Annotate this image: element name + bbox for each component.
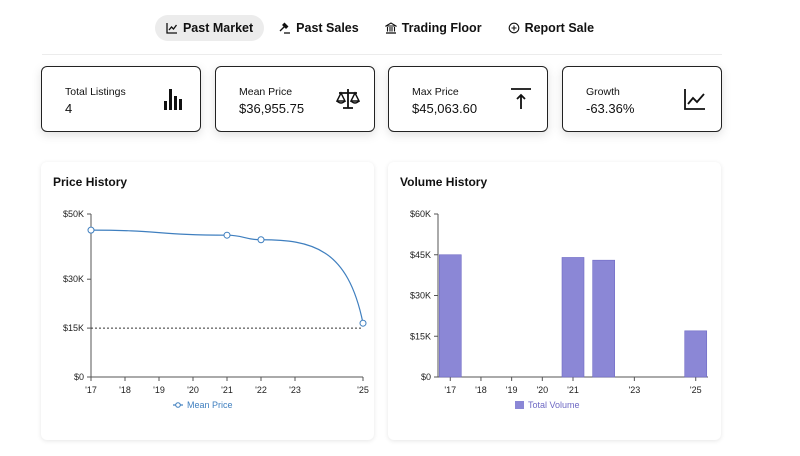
plus-circle-icon: [508, 22, 519, 34]
volume-bar: [592, 259, 615, 378]
x-tick-label: '20: [536, 385, 548, 395]
volume-history-title: Volume History: [400, 175, 488, 189]
mean-price-line: [90, 229, 364, 324]
stat-value: -63.36%: [586, 101, 635, 116]
stat-card-total-listings: Total Listings 4: [41, 66, 201, 132]
x-tick-label: '18: [119, 385, 131, 395]
stat-label: Total Listings: [65, 86, 126, 98]
y-tick-label: $0: [74, 372, 84, 382]
data-point: [87, 226, 95, 234]
volume-bar: [561, 257, 585, 378]
x-tick-label: '22: [255, 385, 267, 395]
scale-icon: [336, 89, 360, 109]
legend-marker-icon: [175, 402, 181, 408]
nav-divider: [42, 54, 722, 55]
tab-label: Past Sales: [296, 21, 359, 35]
stat-card-mean-price: Mean Price $36,955.75: [215, 66, 375, 132]
stat-value: $36,955.75: [239, 101, 305, 116]
volume-bar: [684, 330, 708, 378]
tab-label: Past Market: [182, 21, 254, 35]
bank-icon: [384, 22, 397, 34]
stat-value: $45,063.60: [412, 101, 478, 116]
y-tick-label: $30K: [410, 291, 431, 301]
legend-label: Total Volume: [528, 400, 580, 410]
x-tick-label: '19: [153, 385, 165, 395]
data-point: [359, 319, 367, 327]
price-history-panel: Price History $0 $15K $30K $50K '17 '18 '19 '20…: [41, 162, 374, 440]
line-chart-icon: [166, 23, 177, 34]
x-tick-label: '21: [567, 385, 579, 395]
main-nav: Past Market Past Sales Trading Floor Rep…: [0, 15, 760, 41]
x-tick-label: '23: [289, 385, 301, 395]
x-tick-label: '19: [506, 385, 518, 395]
tab-label: Report Sale: [524, 21, 595, 35]
x-tick-label: '17: [444, 385, 456, 395]
stat-label: Mean Price: [239, 86, 293, 98]
volume-bar: [438, 254, 462, 378]
price-history-title: Price History: [53, 175, 128, 189]
data-point: [257, 236, 265, 244]
y-tick-label: $50K: [63, 209, 84, 219]
gavel-icon: [279, 22, 291, 34]
price-history-chart: $0 $15K $30K $50K '17 '18 '19 '20 '21 '22 '23 '25 Me…: [63, 209, 369, 410]
legend-swatch-icon: [515, 401, 524, 409]
y-tick-label: $15K: [410, 331, 431, 341]
y-tick-label: $0: [421, 372, 431, 382]
legend-label: Mean Price: [187, 400, 233, 410]
x-tick-label: '25: [357, 385, 369, 395]
x-tick-label: '20: [187, 385, 199, 395]
tab-report-sale[interactable]: Report Sale: [497, 15, 605, 41]
stat-card-growth: Growth -63.36%: [562, 66, 722, 132]
x-tick-label: '18: [475, 385, 487, 395]
tab-past-sales[interactable]: Past Sales: [268, 15, 370, 41]
stat-label: Growth: [586, 86, 620, 98]
bar-chart-icon: [164, 89, 182, 110]
x-tick-label: '21: [221, 385, 233, 395]
y-tick-label: $30K: [63, 274, 84, 284]
tab-trading-floor[interactable]: Trading Floor: [374, 15, 493, 41]
stat-card-max-price: Max Price $45,063.60: [388, 66, 548, 132]
y-tick-label: $60K: [410, 209, 431, 219]
trending-line-icon: [684, 89, 705, 110]
x-tick-label: '23: [628, 385, 640, 395]
x-tick-label: '17: [85, 385, 97, 395]
stat-label: Max Price: [412, 86, 459, 98]
volume-history-chart: $0 $15K $30K $45K $60K '17 '18 '19 '20 '21 '23 '25 T…: [410, 209, 708, 410]
volume-history-panel: Volume History $0 $15K $30K $45K $60K '17 '18 '…: [388, 162, 721, 440]
data-point: [223, 231, 231, 239]
tab-label: Trading Floor: [401, 21, 482, 35]
y-tick-label: $15K: [63, 323, 84, 333]
tab-past-market[interactable]: Past Market: [154, 15, 265, 41]
x-tick-label: '25: [690, 385, 702, 395]
arrow-up-to-line-icon: [511, 88, 531, 109]
y-tick-label: $45K: [410, 250, 431, 260]
stat-value: 4: [65, 101, 73, 116]
